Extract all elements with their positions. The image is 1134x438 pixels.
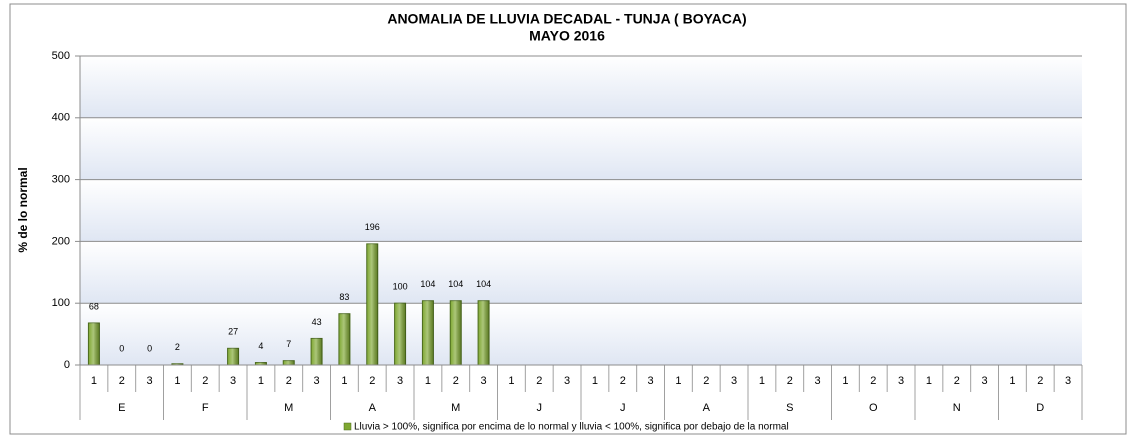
x-tick-label: 1 (759, 375, 765, 387)
x-tick-label: 1 (425, 375, 431, 387)
group-label: J (620, 402, 626, 414)
x-tick-label: 2 (536, 375, 542, 387)
x-tick-label: 2 (202, 375, 208, 387)
chart-subtitle: MAYO 2016 (529, 28, 605, 44)
x-tick-label: 1 (926, 375, 932, 387)
x-tick-label: 3 (898, 375, 904, 387)
bar-shine (171, 363, 183, 365)
group-label: S (786, 402, 793, 414)
chart-title: ANOMALIA DE LLUVIA DECADAL - TUNJA ( BOY… (387, 11, 746, 27)
y-tick-label: 200 (52, 235, 70, 247)
x-tick-label: 3 (147, 375, 153, 387)
bar-shine (227, 348, 239, 365)
plot-band (80, 56, 1082, 118)
y-tick-label: 500 (52, 50, 70, 62)
plot-band (80, 117, 1082, 180)
x-tick-label: 2 (787, 375, 793, 387)
value-label: 104 (420, 279, 435, 289)
y-tick-label: 300 (52, 174, 70, 186)
value-label: 104 (448, 279, 463, 289)
x-tick-label: 1 (1009, 375, 1015, 387)
x-tick-label: 3 (982, 375, 988, 387)
x-tick-label: 2 (286, 375, 292, 387)
value-label: 7 (286, 339, 291, 349)
x-tick-label: 2 (453, 375, 459, 387)
value-label: 27 (228, 327, 238, 337)
value-label: 104 (476, 279, 491, 289)
value-label: 83 (339, 292, 349, 302)
x-tick-label: 3 (648, 375, 654, 387)
x-tick-label: 1 (341, 375, 347, 387)
x-tick-label: 3 (564, 375, 570, 387)
value-label: 196 (365, 222, 380, 232)
x-tick-label: 2 (119, 375, 125, 387)
value-label: 2 (175, 342, 180, 352)
x-tick-label: 3 (397, 375, 403, 387)
x-tick-label: 1 (174, 375, 180, 387)
plot-background (80, 56, 1082, 365)
bar-shine (311, 338, 323, 365)
y-axis-label: % de lo normal (16, 167, 30, 252)
x-tick-label: 2 (369, 375, 375, 387)
x-tick-label: 3 (1065, 375, 1071, 387)
value-label: 100 (393, 282, 408, 292)
bar-shine (422, 300, 434, 365)
plot-band (80, 241, 1082, 304)
group-label: D (1036, 402, 1044, 414)
bar-shine (255, 362, 267, 365)
x-tick-label: 2 (1037, 375, 1043, 387)
group-label: N (953, 402, 961, 414)
bar-shine (88, 322, 100, 365)
bar-shine (338, 313, 350, 365)
x-tick-label: 1 (675, 375, 681, 387)
group-label: J (537, 402, 543, 414)
value-label: 0 (147, 343, 152, 353)
plot-band (80, 303, 1082, 365)
bar-shine (478, 300, 490, 365)
value-label: 0 (119, 343, 124, 353)
x-tick-label: 2 (870, 375, 876, 387)
x-tick-label: 1 (508, 375, 514, 387)
x-tick-label: 3 (314, 375, 320, 387)
group-label: A (703, 402, 711, 414)
group-label: E (118, 402, 125, 414)
value-label: 4 (258, 341, 263, 351)
y-tick-label: 100 (52, 297, 70, 309)
bar-shine (366, 243, 378, 365)
bar-shine (450, 300, 462, 365)
group-label: M (451, 402, 460, 414)
y-tick-label: 0 (64, 359, 70, 371)
x-tick-label: 1 (91, 375, 97, 387)
legend-label: Lluvia > 100%, significa por encima de l… (354, 422, 789, 433)
value-label: 68 (89, 301, 99, 311)
value-label: 43 (312, 317, 322, 327)
group-label: M (284, 402, 293, 414)
group-label: A (369, 402, 377, 414)
x-tick-label: 2 (620, 375, 626, 387)
group-label: O (869, 402, 878, 414)
plot-band (80, 179, 1082, 242)
x-tick-label: 1 (592, 375, 598, 387)
x-tick-label: 3 (731, 375, 737, 387)
x-tick-label: 1 (258, 375, 264, 387)
bar-shine (283, 360, 295, 365)
x-tick-label: 2 (703, 375, 709, 387)
x-tick-label: 3 (481, 375, 487, 387)
legend-swatch (343, 422, 352, 431)
x-tick-label: 3 (230, 375, 236, 387)
bar-shine (394, 303, 406, 365)
x-tick-label: 1 (842, 375, 848, 387)
y-tick-label: 400 (52, 112, 70, 124)
group-label: F (202, 402, 209, 414)
x-tick-label: 2 (954, 375, 960, 387)
x-tick-label: 3 (815, 375, 821, 387)
